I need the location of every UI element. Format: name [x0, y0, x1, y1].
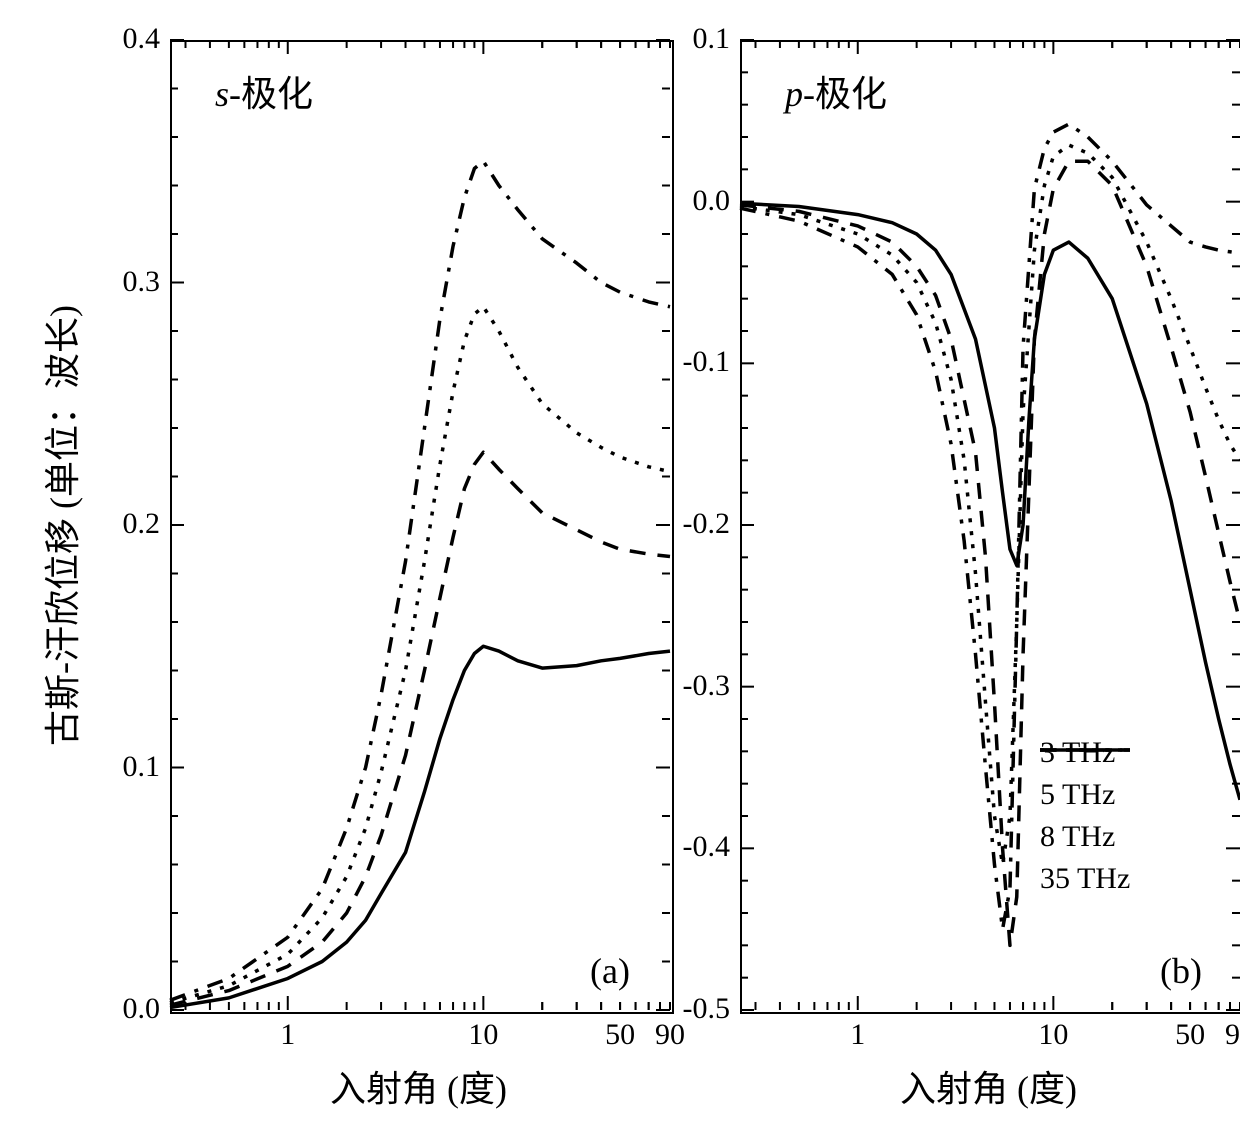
y-tick-label: 0.0 — [665, 184, 730, 218]
y-tick-label: 0.1 — [665, 22, 730, 56]
y-tick-label: 0.1 — [95, 750, 160, 784]
y-tick-label: -0.1 — [665, 345, 730, 379]
y-tick-label: -0.5 — [665, 992, 730, 1026]
x-tick-label: 90 — [1210, 1018, 1240, 1052]
panel-b-title: p-极化 — [785, 65, 887, 117]
y-tick-label: -0.3 — [665, 669, 730, 703]
legend-label: 35 THz — [1040, 862, 1130, 896]
y-tick-label: -0.4 — [665, 830, 730, 864]
series-8-THz — [740, 145, 1240, 864]
legend-label: 8 THz — [1040, 820, 1115, 854]
y-tick-label: 0.0 — [95, 992, 160, 1026]
legend: 3 THz5 THz8 THz35 THz — [1040, 735, 1130, 903]
y-tick-label: 0.2 — [95, 507, 160, 541]
series-3-THz — [740, 203, 1240, 800]
legend-item: 5 THz — [1040, 777, 1130, 813]
series-35-THz — [740, 124, 1240, 929]
x-tick-label: 1 — [828, 1018, 888, 1052]
x-tick-label: 10 — [1023, 1018, 1083, 1052]
y-tick-label: -0.2 — [665, 507, 730, 541]
figure: 古斯-汗欣位移 (单位：波长) s-极化 (a) 入射角 (度) p-极化 (b… — [20, 20, 1240, 1128]
legend-item: 35 THz — [1040, 861, 1130, 897]
x-tick-label: 10 — [453, 1018, 513, 1052]
panel-b-svg — [20, 20, 1240, 1128]
panel-b-label: (b) — [1160, 950, 1202, 992]
x-tick-label: 1 — [258, 1018, 318, 1052]
y-tick-label: 0.4 — [95, 22, 160, 56]
y-tick-label: 0.3 — [95, 265, 160, 299]
legend-item: 8 THz — [1040, 819, 1130, 855]
legend-label: 5 THz — [1040, 778, 1115, 812]
panel-b-x-label: 入射角 (度) — [900, 1060, 1077, 1112]
